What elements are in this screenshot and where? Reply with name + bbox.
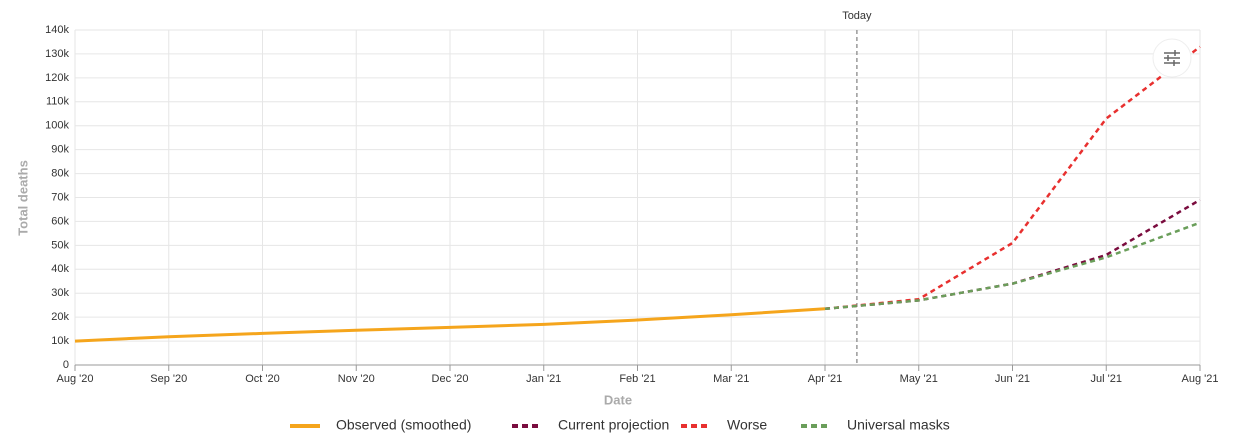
- legend-item: Universal masks: [801, 417, 950, 433]
- y-tick-label: 140k: [45, 24, 69, 36]
- series-line: [824, 221, 1201, 311]
- y-tick-label: 10k: [51, 335, 69, 347]
- y-axis-title: Total deaths: [15, 160, 30, 236]
- legend-item: Worse: [681, 417, 767, 433]
- legend-label: Worse: [727, 417, 767, 433]
- filter-button[interactable]: [1152, 38, 1192, 78]
- x-tick-label: Mar '21: [713, 373, 749, 385]
- x-tick-label: Jan '21: [526, 373, 561, 385]
- y-tick-label: 30k: [51, 287, 69, 299]
- today-label: Today: [842, 10, 872, 22]
- y-tick-label: 20k: [51, 311, 69, 323]
- y-tick-label: 120k: [45, 72, 69, 84]
- y-tick-label: 100k: [45, 120, 69, 132]
- y-tick-label: 70k: [51, 191, 69, 203]
- x-axis-title: Date: [604, 392, 632, 407]
- legend-label: Universal masks: [847, 417, 950, 433]
- legend-item: Observed (smoothed): [290, 417, 471, 433]
- y-tick-label: 40k: [51, 263, 69, 275]
- x-tick-label: Sep '20: [150, 373, 187, 385]
- y-tick-label: 110k: [46, 96, 70, 108]
- y-tick-label: 80k: [51, 167, 69, 179]
- legend-label: Current projection: [558, 417, 669, 433]
- x-tick-label: Jul '21: [1091, 373, 1122, 385]
- x-tick-label: Feb '21: [619, 373, 655, 385]
- x-tick-label: Nov '20: [338, 373, 375, 385]
- filter-icon: [1164, 50, 1180, 66]
- y-tick-label: 90k: [51, 144, 69, 156]
- y-tick-label: 50k: [51, 239, 69, 251]
- x-tick-label: Aug '21: [1182, 373, 1219, 385]
- x-tick-label: May '21: [900, 373, 938, 385]
- legend-label: Observed (smoothed): [336, 417, 471, 433]
- x-tick-label: Dec '20: [432, 373, 469, 385]
- series-line: [824, 45, 1201, 311]
- x-tick-label: Oct '20: [245, 373, 280, 385]
- x-tick-label: Jun '21: [995, 373, 1030, 385]
- y-tick-label: 130k: [45, 48, 69, 60]
- x-tick-label: Aug '20: [57, 373, 94, 385]
- x-tick-label: Apr '21: [808, 373, 843, 385]
- legend-item: Current projection: [512, 417, 669, 433]
- series-line: [74, 307, 826, 343]
- y-tick-label: 60k: [51, 215, 69, 227]
- y-tick-label: 0: [63, 359, 69, 371]
